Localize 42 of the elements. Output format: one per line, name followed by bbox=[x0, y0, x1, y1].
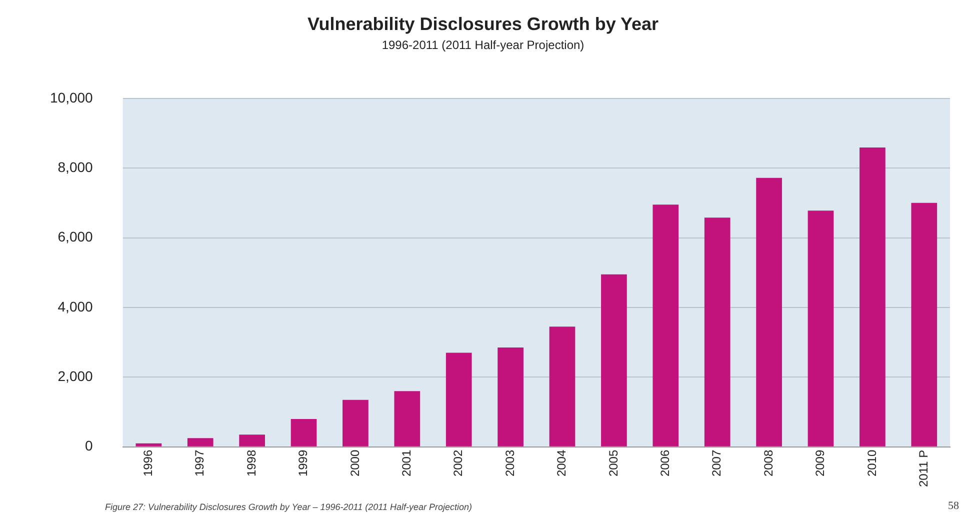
bar bbox=[601, 274, 627, 446]
y-tick-label: 0 bbox=[85, 438, 94, 454]
bar bbox=[394, 391, 420, 446]
bar bbox=[911, 202, 938, 446]
bar bbox=[756, 178, 782, 446]
chart-title: Vulnerability Disclosures Growth by Year bbox=[306, 14, 660, 35]
bar bbox=[652, 204, 679, 446]
bar bbox=[187, 438, 214, 446]
x-tick-label: 2007 bbox=[710, 450, 724, 477]
bar bbox=[808, 210, 834, 446]
x-tick-label: 1997 bbox=[192, 450, 207, 477]
x-tick-label: 2011 P bbox=[916, 450, 930, 488]
x-tick-label: 2006 bbox=[658, 450, 672, 477]
bar bbox=[498, 348, 524, 446]
y-tick-label: 4,000 bbox=[58, 298, 94, 314]
x-tick-label: 1998 bbox=[244, 450, 258, 477]
bar bbox=[446, 352, 472, 446]
x-tick-label: 2004 bbox=[554, 450, 569, 477]
bar bbox=[136, 443, 162, 446]
y-tick-label: 8,000 bbox=[58, 158, 94, 175]
x-tick-label: 2001 bbox=[399, 450, 414, 477]
y-tick-label: 6,000 bbox=[58, 228, 94, 245]
bar bbox=[860, 148, 886, 446]
bar bbox=[704, 218, 730, 446]
x-tick-label: 2002 bbox=[451, 450, 466, 477]
y-tick-label: 10,000 bbox=[50, 89, 94, 106]
bar bbox=[290, 418, 317, 446]
text: 58 bbox=[948, 500, 959, 512]
chart-subtitle: 1996-2011 (2011 Half-year Projection) bbox=[380, 38, 586, 52]
x-tick-label: 2009 bbox=[813, 450, 828, 477]
bar bbox=[342, 400, 368, 446]
x-tick-label: 1996 bbox=[140, 450, 155, 477]
caption: Figure 27: Vulnerability Disclosures Growth by Year – 1996-2011 (2011 Half-year Projection) bbox=[105, 502, 472, 512]
x-tick-label: 2005 bbox=[606, 450, 620, 477]
bar bbox=[239, 434, 265, 446]
x-tick-label: 2000 bbox=[348, 450, 362, 477]
bar bbox=[549, 326, 576, 446]
x-tick-label: 2003 bbox=[502, 450, 517, 477]
x-tick-label: 1999 bbox=[296, 450, 310, 477]
x-tick-label: 2008 bbox=[761, 450, 776, 477]
x-tick-label: 2010 bbox=[864, 450, 879, 477]
y-tick-label: 2,000 bbox=[58, 368, 94, 384]
